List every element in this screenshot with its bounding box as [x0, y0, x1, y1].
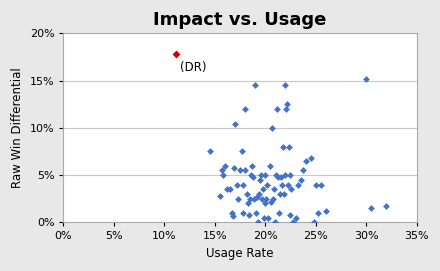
Point: [235, 196, 242, 201]
Point: [253, 195, 260, 199]
Point: [219, 173, 226, 177]
Point: [228, 211, 235, 215]
Title: Impact vs. Usage: Impact vs. Usage: [153, 11, 326, 29]
Point: [257, 178, 264, 182]
Point: [272, 220, 279, 224]
Point: [206, 149, 213, 154]
Point: [277, 192, 284, 196]
Point: [322, 209, 329, 213]
Point: [363, 77, 370, 81]
Point: [261, 215, 268, 220]
Point: [275, 175, 282, 179]
Point: [288, 187, 295, 191]
Point: [270, 196, 277, 201]
Point: [294, 182, 301, 187]
Point: [231, 122, 238, 126]
Point: [273, 173, 280, 177]
Point: [218, 168, 225, 173]
Point: [276, 211, 283, 215]
Point: [262, 201, 269, 206]
Point: [268, 199, 275, 204]
Point: [271, 187, 278, 191]
Point: [265, 215, 272, 220]
Point: [302, 159, 309, 163]
Point: [173, 52, 180, 56]
Point: [231, 166, 238, 171]
Point: [242, 107, 249, 111]
Point: [229, 214, 236, 218]
Y-axis label: Raw Win Differential: Raw Win Differential: [11, 67, 24, 188]
Point: [255, 220, 262, 224]
Point: [267, 163, 274, 168]
Point: [258, 173, 265, 177]
Point: [297, 178, 304, 182]
Point: [259, 196, 266, 201]
Point: [368, 206, 375, 210]
Point: [292, 215, 299, 220]
Point: [234, 182, 241, 187]
Point: [281, 192, 288, 196]
Point: [299, 168, 306, 173]
Point: [269, 126, 276, 130]
Point: [287, 173, 294, 177]
Point: [224, 187, 231, 191]
Point: [239, 211, 246, 215]
Point: [282, 83, 289, 88]
Point: [249, 163, 256, 168]
Point: [253, 211, 260, 215]
Point: [283, 107, 290, 111]
Point: [285, 182, 292, 187]
Point: [383, 204, 390, 208]
Point: [244, 192, 251, 196]
Point: [314, 211, 321, 215]
Point: [249, 175, 257, 179]
Point: [282, 173, 289, 177]
Point: [286, 145, 293, 149]
Point: [312, 182, 319, 187]
Point: [236, 168, 243, 173]
Point: [239, 182, 246, 187]
Point: [264, 182, 271, 187]
Text: (DR): (DR): [180, 61, 207, 74]
Point: [256, 192, 263, 196]
Point: [245, 201, 252, 206]
Point: [263, 196, 270, 201]
Point: [278, 175, 285, 179]
Point: [238, 149, 246, 154]
X-axis label: Usage Rate: Usage Rate: [206, 247, 274, 260]
Point: [290, 220, 297, 224]
Point: [221, 163, 228, 168]
Point: [307, 156, 314, 160]
Point: [310, 220, 317, 224]
Point: [262, 173, 269, 177]
Point: [227, 187, 234, 191]
Point: [251, 196, 258, 201]
Point: [252, 83, 259, 88]
Point: [246, 212, 253, 217]
Point: [242, 168, 249, 173]
Point: [246, 196, 253, 201]
Point: [260, 187, 267, 191]
Point: [216, 194, 224, 198]
Point: [274, 107, 281, 111]
Point: [279, 182, 286, 187]
Point: [280, 145, 287, 149]
Point: [248, 173, 255, 177]
Point: [317, 182, 324, 187]
Point: [287, 212, 294, 217]
Point: [284, 102, 291, 107]
